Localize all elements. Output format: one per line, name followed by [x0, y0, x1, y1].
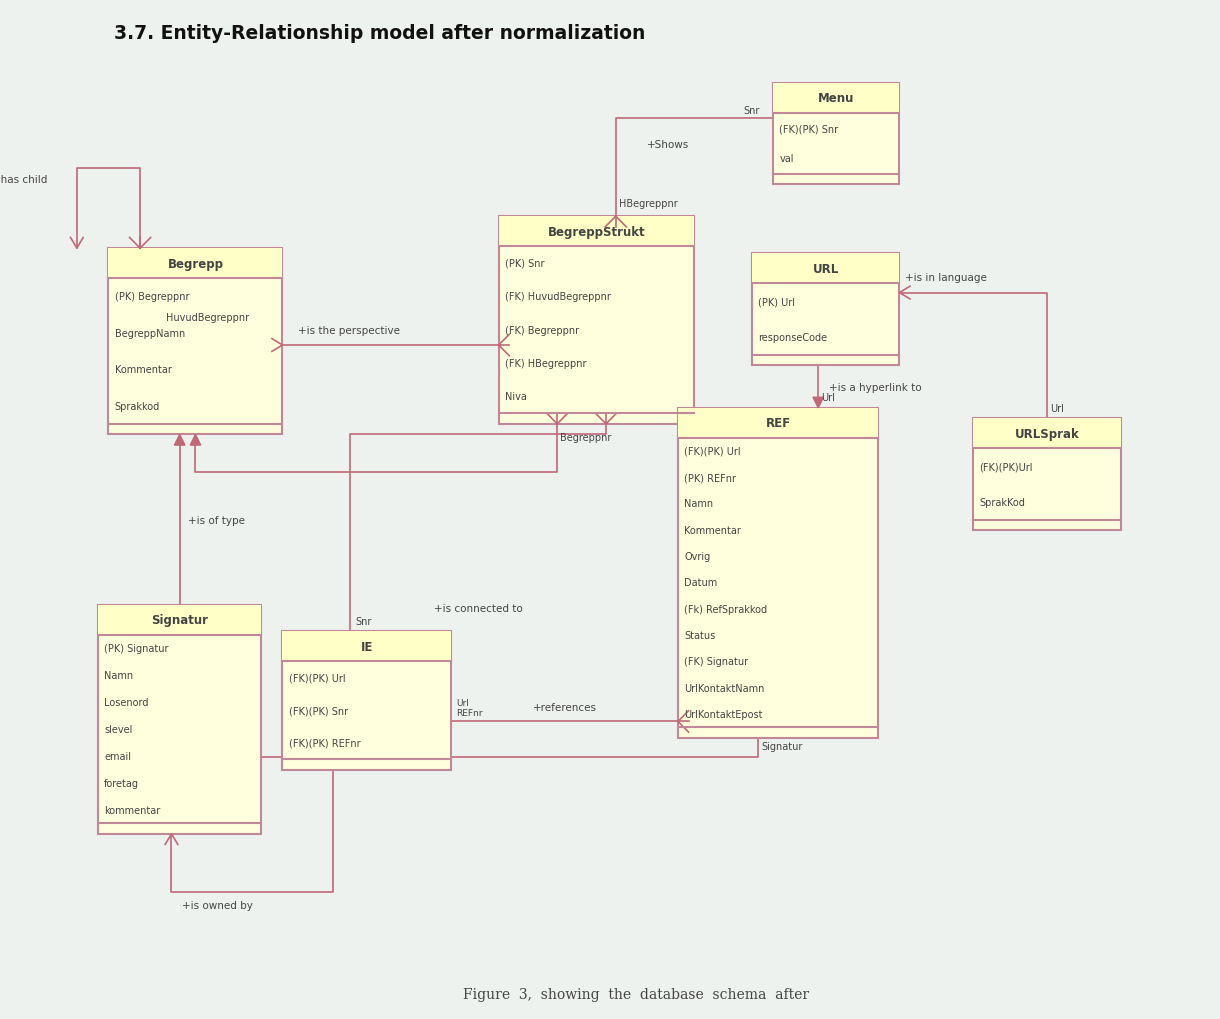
Bar — [773, 84, 899, 185]
Bar — [678, 409, 878, 438]
Text: (FK) Signatur: (FK) Signatur — [684, 657, 748, 666]
Text: Namn: Namn — [684, 499, 714, 508]
Text: +is in language: +is in language — [905, 272, 987, 282]
Text: Snr: Snr — [743, 106, 760, 116]
Text: (FK)(PK) Url: (FK)(PK) Url — [289, 673, 345, 683]
Text: HuvudBegreppnr: HuvudBegreppnr — [166, 313, 250, 323]
Text: Snr: Snr — [355, 616, 372, 627]
Bar — [974, 419, 1121, 448]
Text: HBegreppnr: HBegreppnr — [619, 199, 677, 209]
Text: (PK) Url: (PK) Url — [758, 297, 795, 307]
Text: Begreppnr: Begreppnr — [560, 432, 611, 442]
Bar — [752, 254, 899, 284]
Text: BegreppNamn: BegreppNamn — [115, 328, 185, 338]
Text: (FK) Begreppnr: (FK) Begreppnr — [505, 325, 580, 335]
Text: Namn: Namn — [104, 671, 133, 681]
Text: (PK) Snr: (PK) Snr — [505, 259, 544, 268]
Text: Losenord: Losenord — [104, 697, 149, 707]
Text: (Fk) RefSprakkod: (Fk) RefSprakkod — [684, 604, 767, 614]
Text: +Shows: +Shows — [648, 140, 689, 150]
Text: +is of type: +is of type — [188, 516, 245, 525]
Bar — [283, 632, 451, 770]
Text: Url: Url — [1050, 404, 1064, 414]
Bar — [98, 605, 261, 834]
Text: REF: REF — [766, 417, 791, 430]
Text: (PK) Begreppnr: (PK) Begreppnr — [115, 291, 189, 302]
Text: Signatur: Signatur — [151, 613, 209, 627]
Bar — [678, 409, 878, 738]
Text: BegreppStrukt: BegreppStrukt — [548, 225, 645, 238]
Text: Signatur: Signatur — [761, 742, 803, 752]
Text: (FK)(PK) Snr: (FK)(PK) Snr — [289, 705, 348, 715]
Bar — [499, 217, 694, 247]
Text: Begrepp: Begrepp — [167, 257, 223, 270]
Bar — [109, 249, 283, 435]
Text: Url
REFnr: Url REFnr — [456, 698, 483, 717]
Text: email: email — [104, 751, 132, 761]
Text: kommentar: kommentar — [104, 805, 161, 815]
Bar — [974, 419, 1121, 531]
Text: URLSprak: URLSprak — [1015, 428, 1080, 440]
Polygon shape — [174, 435, 185, 445]
Polygon shape — [813, 397, 824, 409]
Text: +is owned by: +is owned by — [182, 900, 253, 910]
Text: slevel: slevel — [104, 725, 133, 734]
Text: (FK)(PK) REFnr: (FK)(PK) REFnr — [289, 738, 360, 748]
Text: Datum: Datum — [684, 578, 717, 588]
Bar — [773, 84, 899, 114]
Polygon shape — [190, 435, 201, 445]
Text: +has child: +has child — [0, 174, 48, 184]
Text: URL: URL — [813, 263, 838, 275]
Text: Sprakkod: Sprakkod — [115, 401, 160, 412]
Text: UrlKontaktEpost: UrlKontaktEpost — [684, 709, 762, 719]
Text: Niva: Niva — [505, 392, 527, 403]
Bar — [98, 605, 261, 635]
Text: (FK)(PK) Url: (FK)(PK) Url — [684, 446, 741, 457]
Text: (FK) HBegreppnr: (FK) HBegreppnr — [505, 359, 587, 369]
Text: Figure  3,  showing  the  database  schema  after: Figure 3, showing the database schema af… — [462, 986, 809, 1001]
Text: responseCode: responseCode — [758, 332, 827, 342]
Bar — [109, 249, 283, 278]
Text: +is a hyperlink to: +is a hyperlink to — [828, 382, 921, 392]
Text: Kommentar: Kommentar — [684, 526, 742, 535]
Text: (PK) Signatur: (PK) Signatur — [104, 643, 168, 653]
Text: foretag: foretag — [104, 777, 139, 788]
Text: (FK)(PK)Url: (FK)(PK)Url — [980, 462, 1033, 472]
Text: val: val — [780, 154, 794, 164]
Text: Status: Status — [684, 631, 716, 641]
Text: Url: Url — [821, 392, 836, 403]
Text: SprakKod: SprakKod — [980, 497, 1026, 507]
Bar — [752, 254, 899, 366]
Bar — [499, 217, 694, 424]
Text: 3.7. Entity-Relationship model after normalization: 3.7. Entity-Relationship model after nor… — [113, 24, 645, 44]
Text: +is connected to: +is connected to — [433, 603, 522, 613]
Text: +references: +references — [533, 702, 597, 712]
Text: (FK) HuvudBegreppnr: (FK) HuvudBegreppnr — [505, 291, 611, 302]
Bar — [283, 632, 451, 661]
Text: Kommentar: Kommentar — [115, 365, 172, 375]
Text: +is the perspective: +is the perspective — [299, 326, 400, 336]
Text: (PK) REFnr: (PK) REFnr — [684, 473, 737, 483]
Text: Menu: Menu — [817, 93, 854, 105]
Text: UrlKontaktNamn: UrlKontaktNamn — [684, 683, 765, 693]
Text: IE: IE — [361, 640, 373, 653]
Text: Ovrig: Ovrig — [684, 551, 710, 561]
Text: (FK)(PK) Snr: (FK)(PK) Snr — [780, 124, 838, 133]
